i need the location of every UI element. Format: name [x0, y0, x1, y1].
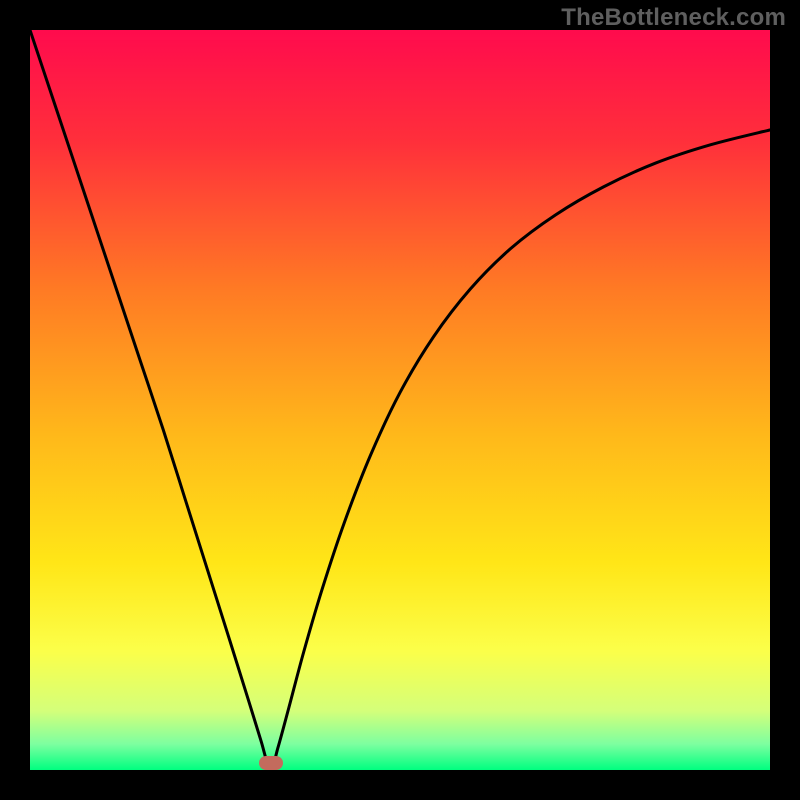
- plot-area: [30, 30, 770, 770]
- watermark-text: TheBottleneck.com: [561, 4, 786, 32]
- chart-container: TheBottleneck.com: [0, 0, 800, 800]
- gradient-background: [30, 30, 770, 770]
- vertex-marker: [259, 756, 283, 770]
